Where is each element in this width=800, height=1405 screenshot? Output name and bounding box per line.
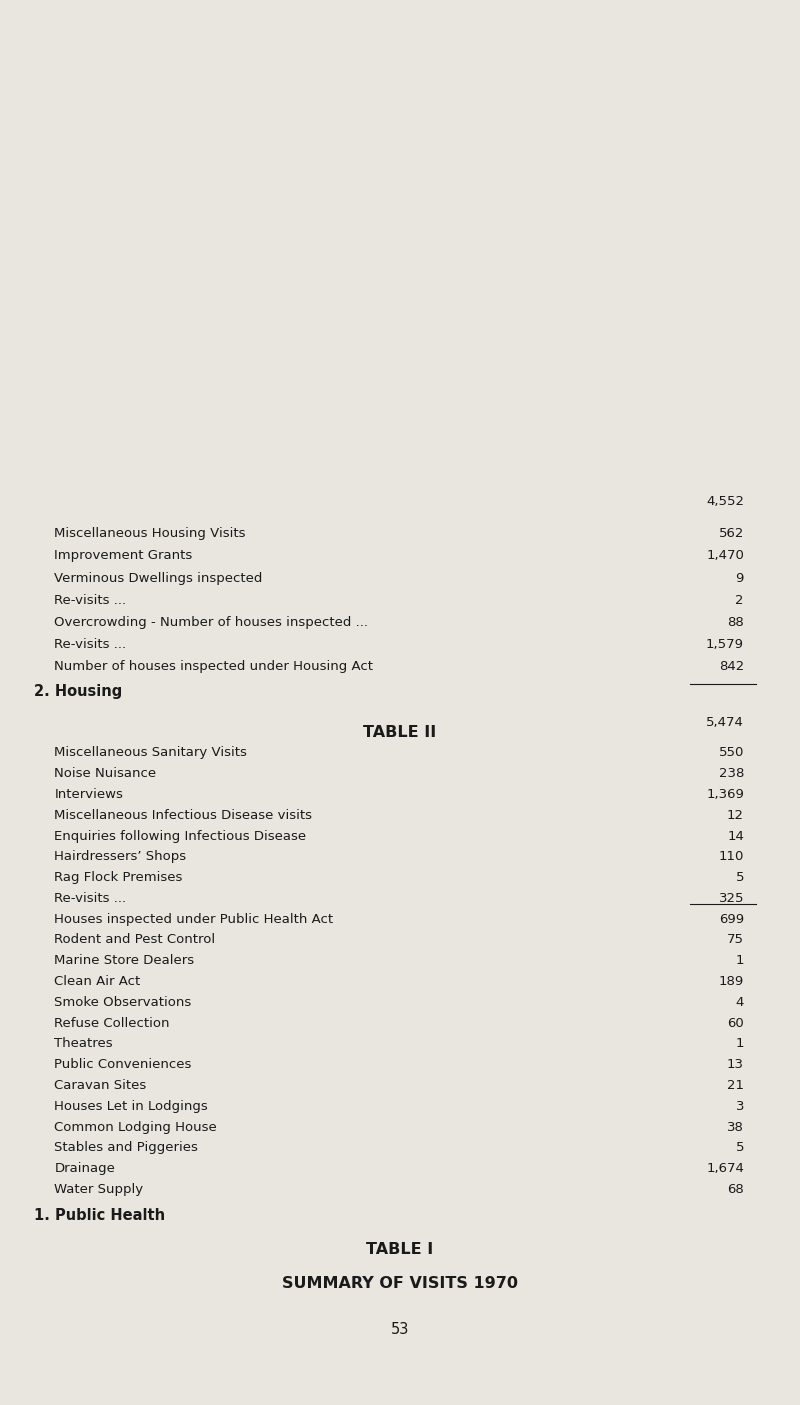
Text: Miscellaneous Sanitary Visits: Miscellaneous Sanitary Visits xyxy=(54,746,247,759)
Text: Water Supply: Water Supply xyxy=(54,1183,143,1196)
Text: 1. Public Health: 1. Public Health xyxy=(34,1208,166,1224)
Text: Miscellaneous Housing Visits: Miscellaneous Housing Visits xyxy=(54,527,246,540)
Text: Public Conveniences: Public Conveniences xyxy=(54,1058,192,1071)
Text: Rodent and Pest Control: Rodent and Pest Control xyxy=(54,933,215,947)
Text: 2: 2 xyxy=(735,594,744,607)
Text: 13: 13 xyxy=(727,1058,744,1071)
Text: 21: 21 xyxy=(727,1079,744,1092)
Text: Drainage: Drainage xyxy=(54,1162,115,1175)
Text: Clean Air Act: Clean Air Act xyxy=(54,975,141,988)
Text: 38: 38 xyxy=(727,1121,744,1134)
Text: TABLE II: TABLE II xyxy=(363,725,437,740)
Text: Caravan Sites: Caravan Sites xyxy=(54,1079,146,1092)
Text: 1: 1 xyxy=(735,954,744,967)
Text: 1: 1 xyxy=(735,1037,744,1051)
Text: 238: 238 xyxy=(718,767,744,780)
Text: 4,552: 4,552 xyxy=(706,495,744,509)
Text: Common Lodging House: Common Lodging House xyxy=(54,1121,217,1134)
Text: Noise Nuisance: Noise Nuisance xyxy=(54,767,157,780)
Text: 75: 75 xyxy=(727,933,744,947)
Text: 5: 5 xyxy=(735,1141,744,1155)
Text: 189: 189 xyxy=(718,975,744,988)
Text: Overcrowding - Number of houses inspected ...: Overcrowding - Number of houses inspecte… xyxy=(54,615,368,629)
Text: 1,470: 1,470 xyxy=(706,549,744,562)
Text: 12: 12 xyxy=(727,809,744,822)
Text: 68: 68 xyxy=(727,1183,744,1196)
Text: 9: 9 xyxy=(736,572,744,584)
Text: Enquiries following Infectious Disease: Enquiries following Infectious Disease xyxy=(54,829,306,843)
Text: Rag Flock Premises: Rag Flock Premises xyxy=(54,871,182,884)
Text: Houses Let in Lodgings: Houses Let in Lodgings xyxy=(54,1100,208,1113)
Text: 110: 110 xyxy=(718,850,744,863)
Text: Houses inspected under Public Health Act: Houses inspected under Public Health Act xyxy=(54,913,334,926)
Text: Refuse Collection: Refuse Collection xyxy=(54,1017,170,1030)
Text: 562: 562 xyxy=(718,527,744,540)
Text: 3: 3 xyxy=(735,1100,744,1113)
Text: 88: 88 xyxy=(727,615,744,629)
Text: 842: 842 xyxy=(718,660,744,673)
Text: 4: 4 xyxy=(736,996,744,1009)
Text: Re-visits ...: Re-visits ... xyxy=(54,892,126,905)
Text: Stables and Piggeries: Stables and Piggeries xyxy=(54,1141,198,1155)
Text: Re-visits ...: Re-visits ... xyxy=(54,594,126,607)
Text: 1,369: 1,369 xyxy=(706,788,744,801)
Text: 14: 14 xyxy=(727,829,744,843)
Text: Theatres: Theatres xyxy=(54,1037,113,1051)
Text: 2. Housing: 2. Housing xyxy=(34,684,122,700)
Text: Hairdressers’ Shops: Hairdressers’ Shops xyxy=(54,850,186,863)
Text: 5,474: 5,474 xyxy=(706,715,744,729)
Text: Verminous Dwellings inspected: Verminous Dwellings inspected xyxy=(54,572,262,584)
Text: Interviews: Interviews xyxy=(54,788,123,801)
Text: SUMMARY OF VISITS 1970: SUMMARY OF VISITS 1970 xyxy=(282,1276,518,1291)
Text: TABLE I: TABLE I xyxy=(366,1242,434,1257)
Text: Smoke Observations: Smoke Observations xyxy=(54,996,192,1009)
Text: 550: 550 xyxy=(718,746,744,759)
Text: 325: 325 xyxy=(718,892,744,905)
Text: 5: 5 xyxy=(735,871,744,884)
Text: 60: 60 xyxy=(727,1017,744,1030)
Text: Re-visits ...: Re-visits ... xyxy=(54,638,126,651)
Text: Marine Store Dealers: Marine Store Dealers xyxy=(54,954,194,967)
Text: 1,674: 1,674 xyxy=(706,1162,744,1175)
Text: 53: 53 xyxy=(391,1322,409,1338)
Text: 699: 699 xyxy=(719,913,744,926)
Text: Number of houses inspected under Housing Act: Number of houses inspected under Housing… xyxy=(54,660,374,673)
Text: Miscellaneous Infectious Disease visits: Miscellaneous Infectious Disease visits xyxy=(54,809,312,822)
Text: Improvement Grants: Improvement Grants xyxy=(54,549,193,562)
Text: 1,579: 1,579 xyxy=(706,638,744,651)
